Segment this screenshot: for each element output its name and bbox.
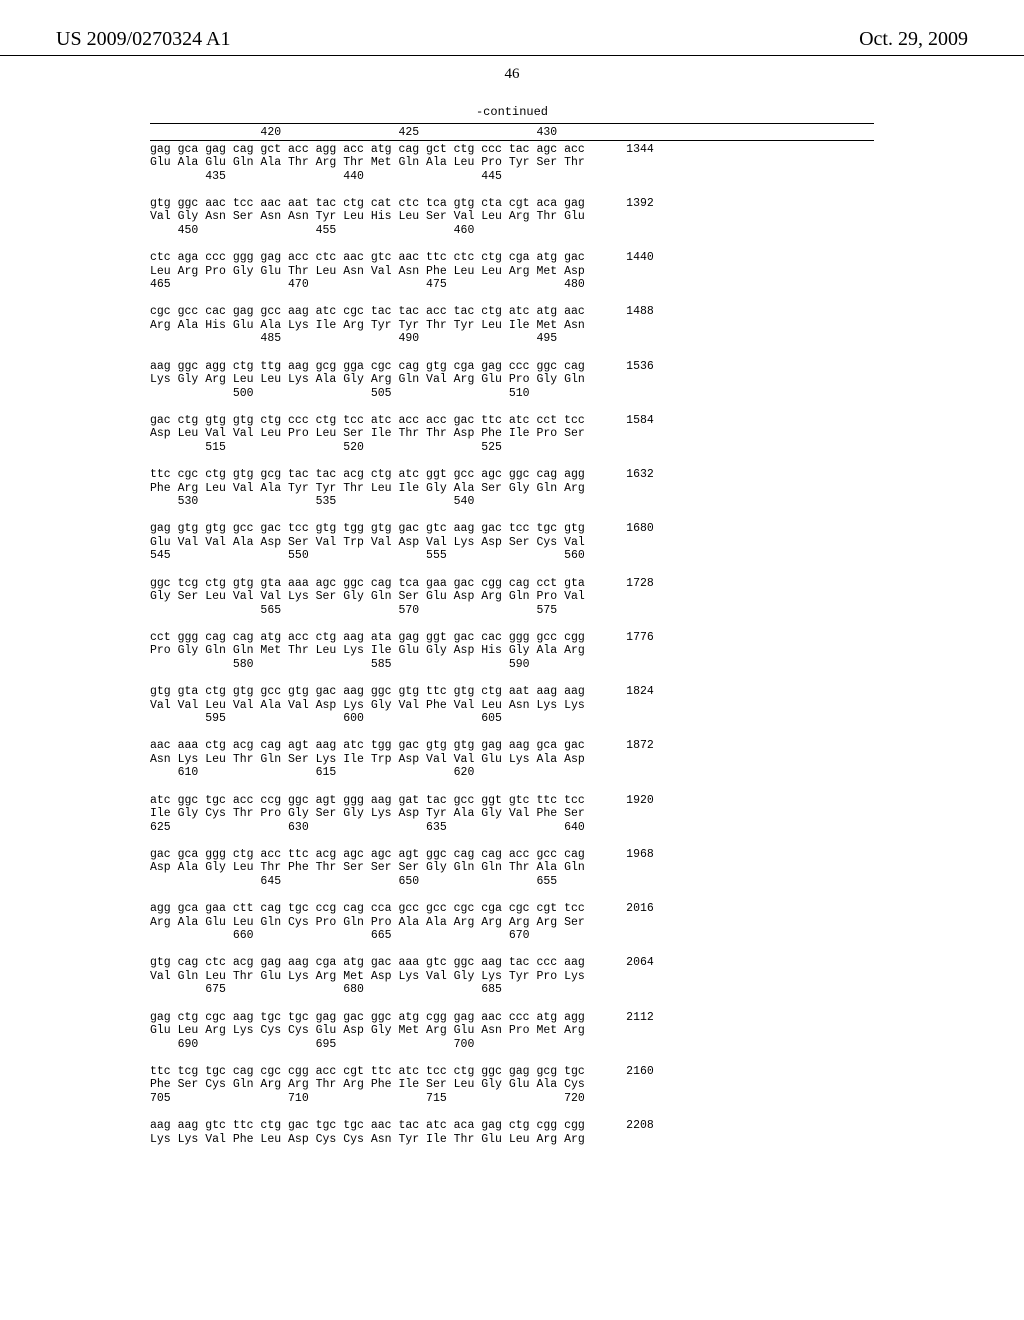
publication-date: Oct. 29, 2009 xyxy=(859,28,968,51)
sequence-listing: gag gca gag cag gct acc agg acc atg cag … xyxy=(0,141,1024,1147)
page-number: 46 xyxy=(0,66,1024,83)
continued-label: -continued xyxy=(0,105,1024,119)
patent-number: US 2009/0270324 A1 xyxy=(56,28,230,51)
position-header-row: 420 425 430 xyxy=(0,124,1024,140)
